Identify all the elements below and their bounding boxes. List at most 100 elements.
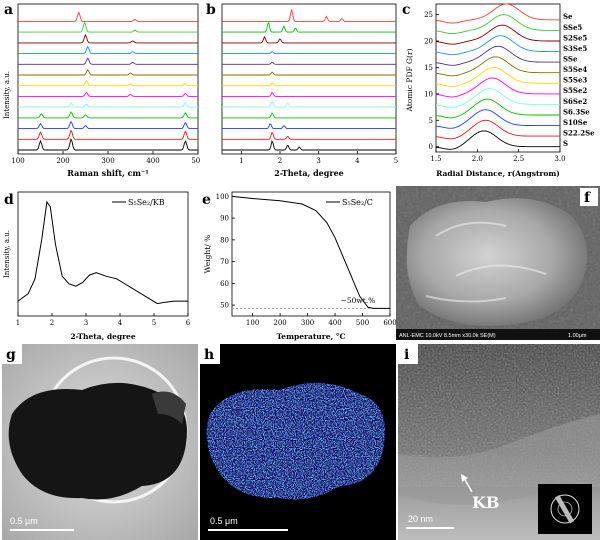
panel-label-b: b: [206, 2, 216, 18]
series-line: [435, 98, 560, 119]
panel-a-ylabel: Intensity, a.u.: [3, 71, 11, 119]
series-line: [222, 91, 396, 97]
panel-d-ylabel: Intensity, a.u.: [3, 230, 11, 278]
x-tick-label: 2.5: [513, 155, 524, 163]
series-line: [435, 56, 560, 77]
series-line: [18, 11, 198, 22]
x-tick-label: 500: [356, 319, 369, 327]
panel-a-axes: [17, 3, 199, 155]
x-tick-label: 3.0: [554, 155, 565, 163]
panel-label-e: e: [202, 192, 211, 208]
panel-label-c: c: [402, 2, 411, 18]
series-line: [18, 69, 198, 76]
x-tick-label: 300: [101, 157, 114, 165]
panel-label-d: d: [4, 192, 14, 208]
panel-h-mapping-image: h 0.5 μm: [200, 344, 396, 540]
series-label: S5Se2: [563, 86, 587, 95]
panel-b-axes: [221, 3, 397, 155]
panel-b-xlabel: 2-Theta, degree: [274, 168, 344, 178]
x-tick-label: 100: [11, 157, 24, 165]
series-line: [18, 33, 198, 44]
x-tick-label: 400: [146, 157, 159, 165]
panel-a-raman-chart: a Intensity, a.u. 100 200 300 400 500 Raman …: [3, 2, 200, 178]
series-line: [18, 45, 198, 55]
y-tick-label: 15: [424, 64, 433, 72]
series-line: [435, 77, 560, 98]
panel-label-f: f: [584, 190, 591, 206]
x-tick-label: 2: [50, 319, 54, 327]
panel-d-series-line: [17, 200, 188, 305]
series-line: [18, 102, 198, 108]
panel-d-axes: [17, 191, 189, 317]
series-line: [222, 35, 396, 44]
x-tick-label: 300: [301, 319, 314, 327]
y-tick-label: 60: [220, 280, 229, 288]
x-tick-label: 200: [56, 157, 69, 165]
y-tick-label: 20: [424, 38, 433, 46]
series-label: S5Se3: [563, 76, 587, 85]
x-tick-label: 1: [16, 319, 20, 327]
x-tick-label: 200: [273, 319, 286, 327]
series-line: [18, 91, 198, 97]
x-tick-label: 600: [383, 319, 396, 327]
panel-e-series-line: [231, 195, 390, 309]
panel-e-xlabel: Temperature, °C: [277, 332, 346, 341]
y-tick-label: 100: [216, 193, 229, 201]
series-label: S5Se4: [563, 65, 587, 74]
y-tick-label: 50: [220, 302, 229, 310]
panel-a-xlabel: Raman shift, cm⁻¹: [67, 168, 148, 178]
x-tick-label: 4: [355, 157, 360, 165]
panel-c-pdf-chart: c Atomic PDF G(r) 1.5 2.0 2.5 3.0 0 5 10 15 20 25…: [402, 2, 595, 178]
series-label: SSe5: [563, 23, 582, 32]
series-line: [435, 66, 560, 87]
panel-e-axes: [231, 191, 391, 317]
x-tick-label: 400: [328, 319, 341, 327]
series-line: [18, 80, 198, 87]
panel-e-legend: S₅Se₂/C: [342, 198, 373, 207]
panel-g-scale: 0.5 μm: [10, 516, 38, 526]
series-label: S: [563, 139, 568, 148]
y-tick-label: 25: [424, 11, 433, 19]
panel-e-annotation: ~50wt.%: [341, 296, 376, 305]
series-line: [222, 100, 396, 108]
series-line: [222, 71, 396, 76]
series-label: S6.3Se: [563, 107, 590, 116]
panel-e-tga-chart: e Weight/ % S₅Se₂/C ~50wt.% 100 200 300 400…: [202, 191, 396, 341]
series-line: [435, 3, 560, 24]
panel-label-f-box: [580, 188, 598, 206]
series-line: [435, 109, 560, 129]
panel-label-i: i: [404, 347, 409, 363]
series-label: SSe: [563, 55, 578, 64]
x-tick-label: 6: [186, 319, 191, 327]
panel-i-hrtem-image: i KB 20 nm: [398, 344, 600, 540]
panel-f-caption: ANL-EMC 10.0kV 8.5mm x30.0k SE(M): [399, 333, 496, 339]
x-tick-label: 4: [118, 319, 123, 327]
x-tick-label: 3: [84, 319, 88, 327]
x-tick-label: 5: [394, 157, 398, 165]
series-line: [435, 88, 560, 108]
series-line: [18, 129, 198, 140]
panel-f-scale: 1.00μm: [568, 333, 587, 339]
series-label: S3Se5: [563, 44, 587, 53]
series-line: [18, 21, 198, 33]
panel-c-xlabel: Radial Distance, r(Angstrom): [436, 169, 560, 178]
series-line: [222, 51, 396, 55]
series-line: [222, 123, 396, 130]
series-line: [222, 82, 396, 87]
series-line: [435, 14, 560, 35]
series-line: [222, 61, 396, 65]
series-line: [222, 131, 396, 140]
series-line: [222, 21, 396, 33]
series-line: [222, 139, 396, 151]
y-tick-label: 10: [424, 90, 433, 98]
x-tick-label: 5: [152, 319, 156, 327]
panel-d-chart: d Intensity, a.u. S₅Se₂/KB 1 2 3 4 5 6 2-Thet…: [3, 191, 191, 341]
series-line: [435, 45, 560, 66]
panel-d-xlabel: 2-Theta, degree: [70, 332, 135, 341]
panel-g-tem-image: g 0.5 μm: [2, 344, 198, 540]
series-label: S10Se: [563, 118, 588, 127]
series-line: [222, 9, 396, 22]
panel-b-xrd-chart: b 1 2 3 4 5 2-Theta, degree: [206, 2, 398, 178]
x-tick-label: 500: [191, 157, 200, 165]
panel-f-sem-image: ANL-EMC 10.0kV 8.5mm x30.0k SE(M) 1.00μm…: [396, 186, 600, 340]
